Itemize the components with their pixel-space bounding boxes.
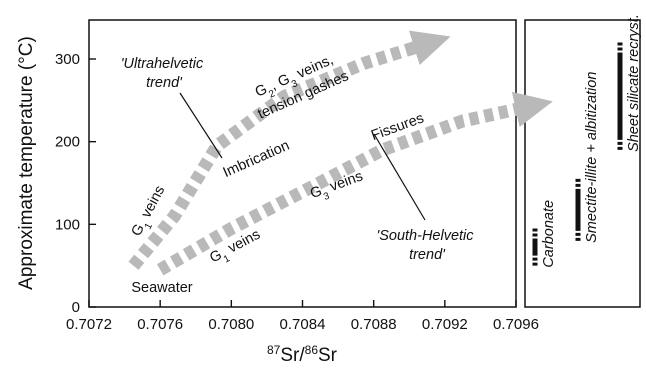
south-helvetic-trend-label: 'South-Helvetic trend' [376,228,477,263]
side-range-label: Smectite-illite + albitization [584,72,600,243]
x-tick-label: 0.7096 [493,316,539,333]
x-tick-label: 0.7092 [422,316,468,333]
y-tick-label: 100 [55,216,80,233]
seawater-label: Seawater [131,280,192,296]
x-tick-label: 0.7080 [208,316,254,333]
side-range-label: Sheet silicate recryst. [626,14,642,152]
side-panel-frame [524,19,641,308]
side-panel-bars: Carbonate Smectite-illite + albitization S… [532,14,642,268]
imbrication-label: Imbrication [221,138,292,181]
y-tick-label: 200 [55,134,80,151]
ultrahelvetic-trend-label: 'Ultrahelvetic trend' [121,56,208,91]
y-tick-label: 300 [55,51,80,68]
x-tick-label: 0.7072 [66,316,112,333]
x-tick-label: 0.7084 [280,316,326,333]
x-axis-title: 87Sr/86Sr [267,343,338,366]
y-axis-ticks: 0 100 200 300 [55,51,96,316]
y-tick-label: 0 [72,299,80,316]
ultrahelvetic-leader-line [179,92,223,159]
south-helvetic-trend-arrow [156,91,553,276]
x-tick-label: 0.7076 [137,316,183,333]
x-tick-label: 0.7088 [351,316,397,333]
x-axis-ticks: 0.7072 0.7076 0.7080 0.7084 0.7088 0.7092 0.70… [66,300,539,333]
south-helvetic-leader-line [373,133,426,221]
side-range-label: Carbonate [541,200,557,268]
ultrahelvetic-trend-arrow [128,30,451,270]
y-axis-title: Approximate temperature (°C) [16,36,37,290]
